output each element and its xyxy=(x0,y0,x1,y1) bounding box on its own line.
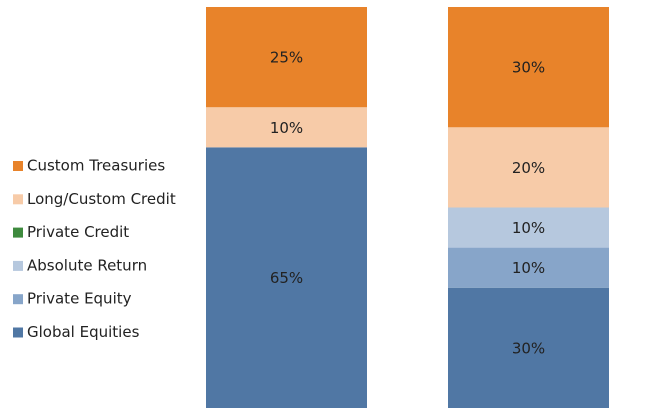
bar-segment xyxy=(448,7,609,128)
data-label: 10% xyxy=(512,219,545,237)
data-label: 30% xyxy=(512,59,545,77)
data-label: 30% xyxy=(512,339,545,357)
legend-swatch xyxy=(13,294,23,305)
legend-label: Absolute Return xyxy=(27,256,147,274)
legend-swatch xyxy=(13,194,23,205)
legend-swatch xyxy=(13,227,23,238)
bar-segment xyxy=(448,287,609,408)
data-label: 65% xyxy=(270,269,303,287)
legend-swatch xyxy=(13,260,23,271)
bar-segment xyxy=(206,107,367,148)
bar-segment xyxy=(448,207,609,248)
bar-segment xyxy=(206,7,367,108)
bar-segment xyxy=(448,127,609,208)
data-label: 10% xyxy=(512,259,545,277)
legend-label: Global Equities xyxy=(27,323,140,341)
data-label: 25% xyxy=(270,49,303,67)
legend-label: Custom Treasuries xyxy=(27,157,165,175)
bar-segment xyxy=(448,247,609,288)
legend-label: Private Equity xyxy=(27,290,132,308)
data-label: 20% xyxy=(512,159,545,177)
legend-label: Private Credit xyxy=(27,223,129,241)
legend-label: Long/Custom Credit xyxy=(27,190,176,208)
legend-swatch xyxy=(13,327,23,338)
data-label: 10% xyxy=(270,119,303,137)
bar-segment xyxy=(206,147,367,408)
legend-swatch xyxy=(13,161,23,171)
